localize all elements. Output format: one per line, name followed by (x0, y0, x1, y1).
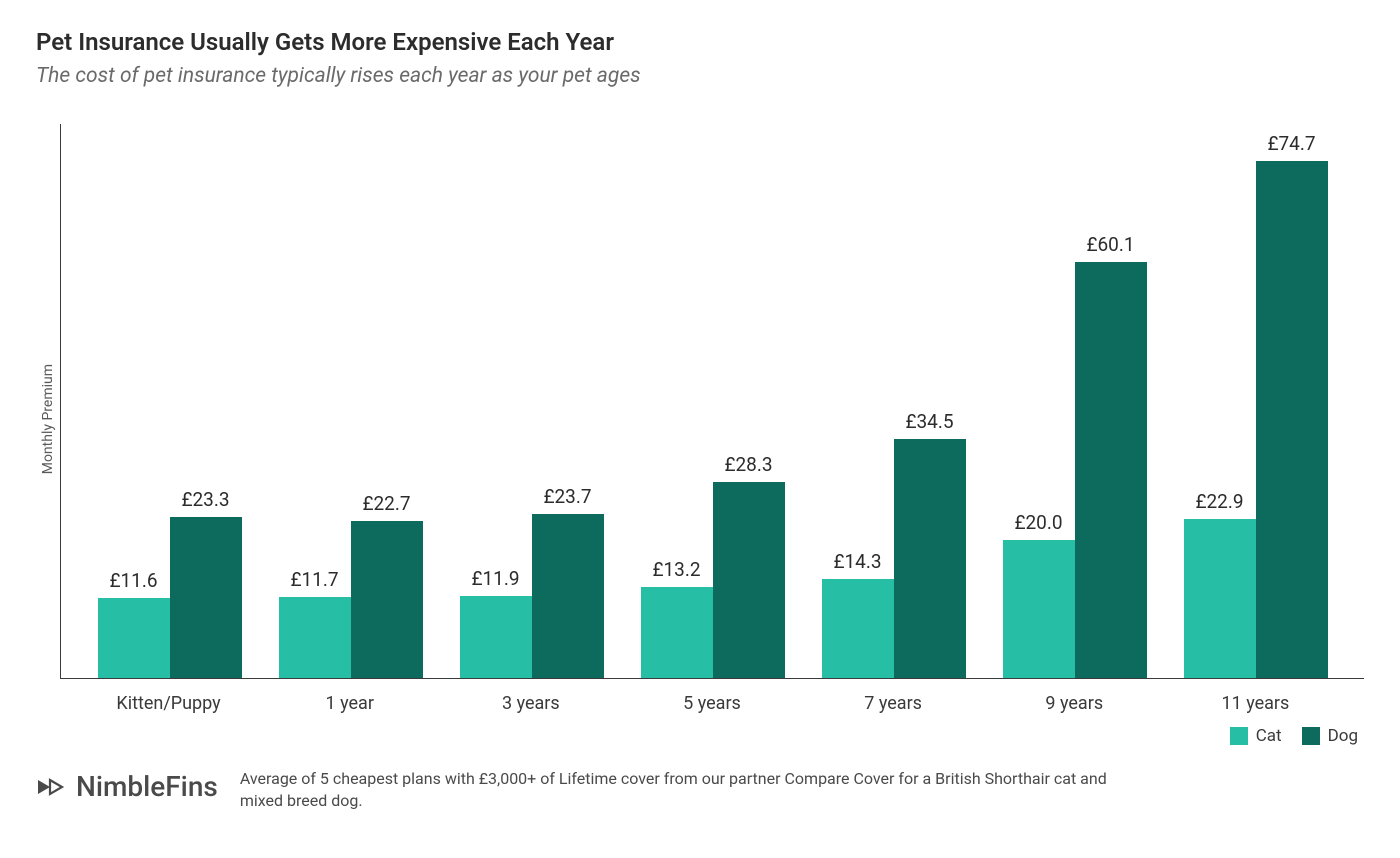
chart-subtitle: The cost of pet insurance typically rise… (36, 64, 1364, 88)
cat-bar (460, 596, 532, 678)
logo-text: NimbleFins (76, 770, 218, 803)
bar-value-label: £14.3 (833, 550, 881, 573)
dog-bar (1075, 262, 1147, 678)
bar-value-label: £23.3 (181, 488, 229, 511)
x-tick: 7 years (803, 693, 984, 714)
bar-value-label: £22.9 (1195, 490, 1243, 513)
legend-label: Cat (1256, 726, 1282, 746)
bar-value-label: £23.7 (543, 485, 591, 508)
dog-bar (713, 482, 785, 678)
legend-item: Dog (1302, 726, 1358, 746)
legend: Cat Dog (1230, 724, 1358, 746)
bars-area: £11.6 £23.3 £11.7 £22.7 £11.9 £23.7 £13.2 £28.3… (60, 124, 1364, 679)
legend-swatch (1230, 727, 1248, 745)
chart-container: Monthly Premium £11.6£23.3£11.7£22.7£11.… (36, 124, 1364, 714)
bar-group: £11.7 £22.7 (260, 124, 441, 678)
bar-group: £22.9 £74.7 (1165, 124, 1346, 678)
bar-column: £28.3 (713, 124, 785, 678)
x-axis: Kitten/Puppy1 year3 years5 years7 years9… (60, 693, 1364, 714)
chart-caption: Average of 5 cheapest plans with £3,000+… (240, 768, 1120, 813)
x-tick: 1 year (259, 693, 440, 714)
x-tick: 3 years (440, 693, 621, 714)
bar-value-label: £20.0 (1014, 511, 1062, 534)
cat-bar (1184, 519, 1256, 678)
bar-column: £74.7 (1256, 124, 1328, 678)
bar-column: £11.9 (460, 124, 532, 678)
bar-column: £60.1 (1075, 124, 1147, 678)
bar-value-label: £28.3 (724, 453, 772, 476)
dog-bar (1256, 161, 1328, 678)
bar-column: £22.9 (1184, 124, 1256, 678)
chart-title: Pet Insurance Usually Gets More Expensiv… (36, 28, 1364, 56)
bar-value-label: £11.6 (109, 569, 157, 592)
dog-bar (351, 521, 423, 678)
bar-column: £34.5 (894, 124, 966, 678)
dog-bar (894, 439, 966, 678)
bar-value-label: £22.7 (362, 492, 410, 515)
bar-column: £23.7 (532, 124, 604, 678)
cat-bar (98, 598, 170, 678)
x-tick: 5 years (621, 693, 802, 714)
legend-label: Dog (1328, 726, 1358, 746)
brand-logo: NimbleFins (36, 768, 218, 803)
plot-area: £11.6 £23.3 £11.7 £22.7 £11.9 £23.7 £13.2 £28.3… (60, 124, 1364, 714)
bar-value-label: £11.7 (290, 568, 338, 591)
bar-value-label: £34.5 (905, 410, 953, 433)
legend-item: Cat (1230, 726, 1282, 746)
bar-group: £20.0 £60.1 (984, 124, 1165, 678)
bar-column: £22.7 (351, 124, 423, 678)
bar-column: £13.2 (641, 124, 713, 678)
bar-value-label: £60.1 (1086, 233, 1134, 256)
bar-group: £13.2 £28.3 (622, 124, 803, 678)
cat-bar (822, 579, 894, 678)
bar-column: £11.7 (279, 124, 351, 678)
x-tick: Kitten/Puppy (78, 693, 259, 714)
bar-column: £14.3 (822, 124, 894, 678)
legend-swatch (1302, 727, 1320, 745)
x-tick: 9 years (984, 693, 1165, 714)
bar-column: £20.0 (1003, 124, 1075, 678)
cat-bar (279, 597, 351, 678)
y-axis-label: Monthly Premium (36, 364, 60, 474)
dog-bar (532, 514, 604, 678)
cat-bar (641, 587, 713, 678)
dog-bar (170, 517, 242, 678)
bar-value-label: £11.9 (471, 567, 519, 590)
cat-bar (1003, 540, 1075, 679)
x-tick: 11 years (1165, 693, 1346, 714)
bar-value-label: £74.7 (1267, 132, 1315, 155)
bar-column: £11.6 (98, 124, 170, 678)
footer: NimbleFins Average of 5 cheapest plans w… (36, 768, 1364, 813)
bar-column: £23.3 (170, 124, 242, 678)
bar-group: £11.9 £23.7 (441, 124, 622, 678)
bar-value-label: £13.2 (652, 558, 700, 581)
bar-group: £11.6 £23.3 (79, 124, 260, 678)
logo-icon (36, 772, 66, 802)
bar-group: £14.3 £34.5 (803, 124, 984, 678)
